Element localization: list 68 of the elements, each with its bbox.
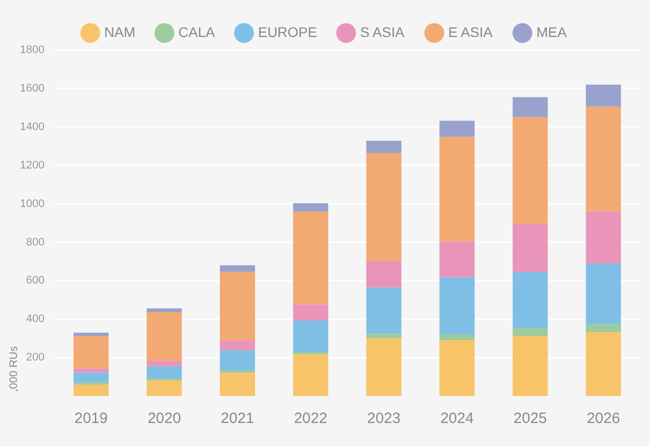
bar (366, 140, 402, 154)
bar (293, 320, 328, 352)
bar (512, 336, 548, 396)
bar (146, 380, 182, 396)
legend-label: CALA (178, 24, 216, 40)
x-tick-label: 2022 (294, 410, 328, 428)
x-tick-label: 2025 (514, 410, 547, 428)
bar (586, 324, 621, 332)
y-tick-label: 600 (26, 274, 44, 287)
bar (439, 277, 475, 334)
bar (586, 84, 621, 107)
x-tick-label: 2024 (440, 410, 474, 428)
bar (146, 308, 182, 312)
bar (366, 334, 402, 338)
x-tick-label: 2019 (74, 410, 108, 428)
bar (512, 97, 548, 118)
legend-label: EUROPE (258, 24, 318, 40)
bar (439, 241, 475, 278)
bar (439, 136, 475, 242)
y-tick-label: 200 (26, 352, 44, 364)
bar (220, 350, 256, 370)
bar (220, 265, 256, 272)
bar (586, 106, 621, 212)
bar (74, 336, 109, 368)
bar (146, 312, 182, 361)
x-tick-label: 2026 (586, 410, 620, 428)
bar (146, 360, 182, 366)
bar (74, 384, 109, 396)
y-tick-label: 400 (26, 313, 44, 326)
bar (293, 304, 328, 320)
bar (366, 153, 402, 262)
bar (439, 334, 475, 340)
bar (366, 288, 402, 334)
bar (512, 117, 548, 224)
bar (366, 338, 402, 396)
y-tick-label: 1800 (20, 44, 44, 56)
y-tick-label: 1000 (20, 198, 44, 210)
bar (74, 332, 109, 336)
bar (586, 211, 621, 264)
bar (220, 372, 256, 396)
y-tick-label: 1600 (20, 82, 44, 94)
bar (439, 340, 475, 396)
bar (293, 354, 328, 396)
legend-label: S ASIA (360, 24, 406, 40)
bar (293, 211, 328, 304)
x-tick-label: 2023 (367, 410, 401, 428)
x-tick-label: 2021 (220, 410, 254, 428)
bar (586, 264, 621, 324)
bar (586, 332, 621, 396)
y-axis-title: ,000 RUs (8, 346, 20, 392)
bar (74, 372, 109, 382)
x-tick-label: 2020 (148, 410, 181, 428)
bar (220, 340, 256, 350)
bar (512, 328, 548, 336)
legend-label: E ASIA (448, 24, 494, 40)
legend-label: NAM (104, 24, 136, 40)
bar (512, 224, 548, 272)
bar (74, 368, 109, 373)
bar (439, 120, 475, 137)
bar (146, 366, 182, 379)
y-tick-label: 1400 (20, 120, 44, 133)
bar (512, 272, 548, 328)
bar (220, 272, 256, 340)
bar (366, 261, 402, 288)
y-tick-label: 800 (26, 236, 44, 248)
legend-label: MEA (536, 24, 568, 40)
bar (293, 203, 328, 212)
y-tick-label: 1200 (20, 159, 44, 172)
